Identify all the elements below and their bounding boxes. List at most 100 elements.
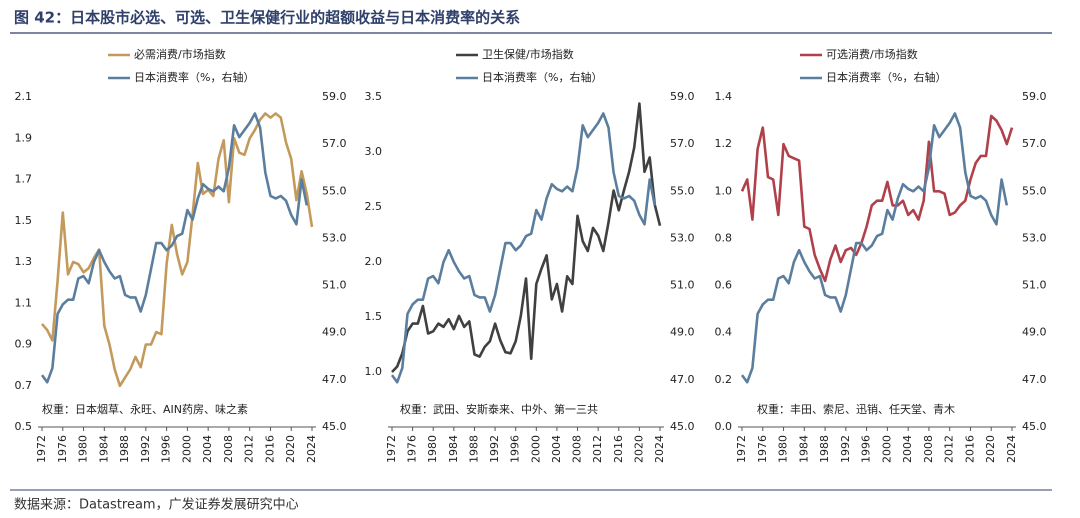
y2-tick-label: 57.0 bbox=[670, 137, 695, 150]
legend-label: 日本消费率（%，右轴） bbox=[826, 70, 946, 84]
y-tick-label: 1.0 bbox=[365, 365, 383, 378]
y2-tick-label: 47.0 bbox=[670, 373, 695, 386]
y-tick-label: 1.2 bbox=[715, 137, 733, 150]
series-line bbox=[390, 112, 657, 384]
y2-tick-label: 53.0 bbox=[1022, 231, 1047, 244]
y-tick-label: 2.5 bbox=[365, 200, 383, 213]
x-tick-label: 1972 bbox=[385, 435, 398, 463]
y-tick-label: 1.7 bbox=[15, 173, 33, 186]
y2-tick-label: 45.0 bbox=[670, 420, 695, 433]
y-tick-label: 0.9 bbox=[15, 338, 33, 351]
y2-tick-label: 51.0 bbox=[670, 279, 695, 292]
y2-tick-label: 59.0 bbox=[670, 90, 695, 103]
x-tick-label: 1984 bbox=[97, 435, 110, 463]
x-tick-label: 2012 bbox=[243, 435, 256, 463]
x-tick-label: 2016 bbox=[963, 435, 976, 463]
series-line bbox=[41, 112, 314, 388]
x-tick-label: 2008 bbox=[222, 435, 235, 463]
y2-tick-label: 47.0 bbox=[322, 373, 347, 386]
legend-label: 必需消费/市场指数 bbox=[134, 47, 226, 61]
legend-label: 日本消费率（%，右轴） bbox=[482, 70, 602, 84]
y2-tick-label: 55.0 bbox=[1022, 184, 1047, 197]
x-tick-label: 1984 bbox=[797, 435, 810, 463]
y2-tick-label: 49.0 bbox=[322, 326, 347, 339]
annotation: 权重：丰田、索尼、迅销、任天堂、青木 bbox=[757, 402, 955, 416]
y-tick-label: 1.9 bbox=[15, 131, 33, 144]
y2-tick-label: 57.0 bbox=[322, 137, 347, 150]
x-tick-label: 2024 bbox=[305, 435, 318, 463]
y2-tick-label: 49.0 bbox=[670, 326, 695, 339]
x-tick-label: 1980 bbox=[77, 435, 90, 463]
x-tick-label: 2000 bbox=[880, 435, 893, 463]
x-tick-label: 2016 bbox=[263, 435, 276, 463]
x-tick-label: 2004 bbox=[201, 435, 214, 463]
y-tick-label: 2.0 bbox=[365, 255, 383, 268]
y2-tick-label: 55.0 bbox=[322, 184, 347, 197]
x-tick-label: 2004 bbox=[901, 435, 914, 463]
y-tick-label: 1.5 bbox=[15, 214, 33, 227]
y-tick-label: 2.1 bbox=[15, 90, 33, 103]
y-tick-label: 1.5 bbox=[365, 310, 383, 323]
x-tick-label: 2008 bbox=[571, 435, 584, 463]
x-tick-label: 2000 bbox=[529, 435, 542, 463]
x-tick-label: 1980 bbox=[426, 435, 439, 463]
y2-tick-label: 51.0 bbox=[1022, 279, 1047, 292]
series-line bbox=[40, 112, 309, 384]
x-tick-label: 2012 bbox=[591, 435, 604, 463]
legend-label: 卫生保健/市场指数 bbox=[482, 47, 574, 61]
x-tick-label: 1984 bbox=[447, 435, 460, 463]
x-tick-label: 1988 bbox=[118, 435, 131, 463]
x-tick-label: 1976 bbox=[756, 435, 769, 463]
y2-tick-label: 55.0 bbox=[670, 184, 695, 197]
y2-tick-label: 53.0 bbox=[322, 231, 347, 244]
y2-tick-label: 49.0 bbox=[1022, 326, 1047, 339]
x-tick-label: 1972 bbox=[735, 435, 748, 463]
y2-tick-label: 47.0 bbox=[1022, 373, 1047, 386]
y-tick-label: 0.6 bbox=[715, 279, 733, 292]
annotation: 权重：日本烟草、永旺、AIN药房、味之素 bbox=[42, 402, 248, 416]
source-note: 数据来源：Datastream，广发证券发展研究中心 bbox=[14, 497, 299, 513]
x-tick-label: 2020 bbox=[632, 435, 645, 463]
x-tick-label: 2024 bbox=[1005, 435, 1018, 463]
figure-title: 图 42：日本股市必选、可选、卫生保健行业的超额收益与日本消费率的关系 bbox=[14, 9, 520, 27]
y-tick-label: 0.4 bbox=[715, 326, 733, 339]
x-tick-label: 2008 bbox=[922, 435, 935, 463]
x-tick-label: 1996 bbox=[160, 435, 173, 463]
x-tick-label: 2012 bbox=[943, 435, 956, 463]
legend-label: 日本消费率（%，右轴） bbox=[134, 70, 254, 84]
x-tick-label: 1988 bbox=[467, 435, 480, 463]
y-tick-label: 3.5 bbox=[365, 90, 383, 103]
y-tick-label: 3.0 bbox=[365, 145, 383, 158]
y-tick-label: 1.1 bbox=[15, 296, 33, 309]
y2-tick-label: 45.0 bbox=[322, 420, 347, 433]
y-tick-label: 0.7 bbox=[15, 379, 33, 392]
x-tick-label: 2020 bbox=[284, 435, 297, 463]
x-tick-label: 2016 bbox=[612, 435, 625, 463]
x-tick-label: 1988 bbox=[818, 435, 831, 463]
x-tick-label: 1996 bbox=[509, 435, 522, 463]
y-tick-label: 1.4 bbox=[715, 90, 733, 103]
x-tick-label: 1992 bbox=[139, 435, 152, 463]
x-tick-label: 2020 bbox=[984, 435, 997, 463]
y2-tick-label: 51.0 bbox=[322, 279, 347, 292]
y-tick-label: 1.3 bbox=[15, 255, 33, 268]
y-tick-label: 1.0 bbox=[715, 184, 733, 197]
y2-tick-label: 53.0 bbox=[670, 231, 695, 244]
y-tick-label: 0.2 bbox=[715, 373, 733, 386]
y-tick-label: 0.5 bbox=[15, 420, 33, 433]
x-tick-label: 1976 bbox=[56, 435, 69, 463]
y2-tick-label: 59.0 bbox=[1022, 90, 1047, 103]
series-line bbox=[391, 102, 662, 373]
x-tick-label: 1980 bbox=[777, 435, 790, 463]
x-tick-label: 2000 bbox=[180, 435, 193, 463]
y2-tick-label: 59.0 bbox=[322, 90, 347, 103]
x-tick-label: 1976 bbox=[406, 435, 419, 463]
series-line bbox=[740, 112, 1009, 384]
x-tick-label: 1992 bbox=[488, 435, 501, 463]
x-tick-label: 1992 bbox=[839, 435, 852, 463]
y-tick-label: 0.0 bbox=[715, 420, 733, 433]
annotation: 权重：武田、安斯泰来、中外、第一三共 bbox=[400, 402, 598, 416]
x-tick-label: 2024 bbox=[653, 435, 666, 463]
legend-label: 可选消费/市场指数 bbox=[826, 47, 918, 61]
